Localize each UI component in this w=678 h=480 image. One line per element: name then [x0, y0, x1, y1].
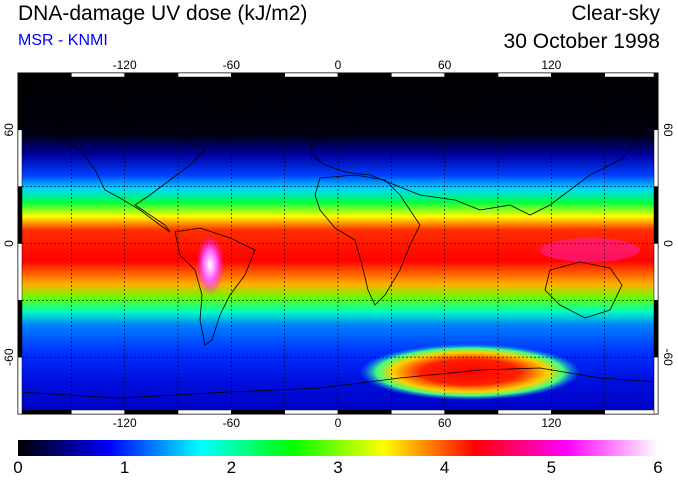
frame-tick-segment: [551, 72, 605, 78]
frame-tick-segment: [231, 409, 285, 415]
frame-tick-segment: [653, 300, 659, 358]
colorbar-tick-label: 2: [226, 458, 237, 477]
frame-tick-segment: [231, 72, 285, 78]
frame-tick-segment: [337, 409, 392, 415]
lat-tick-label-right: 60: [661, 123, 675, 137]
lat-tick-label-left: 0: [2, 240, 16, 247]
frame-tick-segment: [17, 186, 23, 244]
lon-tick-label-bottom: -120: [113, 416, 137, 430]
frame-tick-segment: [17, 409, 72, 415]
frame-tick-segment: [17, 300, 23, 358]
sky-condition-label: Clear-sky: [571, 2, 660, 25]
coastline-australia: [544, 261, 623, 319]
data-source-label: MSR - KNMI: [18, 32, 108, 49]
lon-tick-label-bottom: 120: [541, 416, 561, 430]
frame-tick-segment: [124, 409, 179, 415]
frame-tick-segment: [284, 409, 339, 415]
colorbar-tick-label: 3: [333, 458, 343, 477]
frame-tick-segment: [551, 409, 605, 415]
lon-tick-label-top: 60: [438, 58, 452, 72]
frame-tick-segment: [177, 409, 232, 415]
frame-tick-segment: [337, 72, 392, 78]
graticule: [18, 73, 658, 414]
uv-hotspot-antarctic: [360, 344, 580, 400]
lat-tick-label-left: 60: [2, 123, 16, 137]
coastline-south-america: [174, 227, 256, 346]
frame-tick-segment: [444, 72, 499, 78]
frame-ticks: [17, 72, 659, 415]
coastline-eurasia: [309, 109, 641, 216]
lon-tick-label-bottom: -60: [223, 416, 241, 430]
lat-tick-label-right: -60: [661, 348, 675, 366]
coastline-africa: [314, 174, 421, 306]
frame-tick-segment: [177, 72, 232, 78]
lon-tick-label-bottom: 60: [438, 416, 452, 430]
frame-tick-segment: [653, 129, 659, 187]
coastline-north-america: [38, 119, 206, 233]
frame-tick-segment: [604, 409, 659, 415]
coastline-greenland: [199, 104, 261, 141]
colorbar-tick-label: 6: [653, 458, 663, 477]
colorbar-tick-label: 0: [13, 458, 23, 477]
uv-hotspot-andes: [196, 235, 224, 295]
lon-tick-label-bottom: 0: [335, 416, 342, 430]
axis-labels: -120 -120 -60 -60 0 0 60 60 120 120 60 60 0 0 -60 -60: [2, 58, 675, 430]
frame-tick-segment: [444, 409, 499, 415]
colorbar-tick-label: 4: [439, 458, 450, 477]
frame-tick-segment: [17, 243, 23, 301]
lon-tick-label-top: -60: [223, 58, 241, 72]
uv-hotspot-indonesia: [540, 238, 640, 262]
colorbar-tick-label: 1: [119, 458, 130, 477]
lon-tick-label-top: 120: [541, 58, 561, 72]
lon-tick-label-top: -120: [113, 58, 137, 72]
frame-tick-segment: [391, 409, 445, 415]
frame-tick-segment: [17, 72, 72, 78]
frame-tick-segment: [17, 356, 23, 415]
frame-tick-segment: [653, 243, 659, 301]
lon-tick-label-top: 0: [335, 58, 342, 72]
map-frame: -120 -120 -60 -60 0 0 60 60 120 120 60 60 0 0 -60 -60: [2, 58, 675, 430]
frame-tick-segment: [653, 186, 659, 244]
frame-tick-segment: [71, 72, 125, 78]
lat-tick-label-right: 0: [661, 240, 675, 247]
frame-tick-segment: [391, 72, 445, 78]
frame-tick-segment: [653, 72, 659, 131]
frame-tick-segment: [124, 72, 179, 78]
frame-tick-segment: [284, 72, 339, 78]
frame-tick-segment: [497, 72, 552, 78]
frame-tick-segment: [71, 409, 125, 415]
date-label: 30 October 1998: [503, 30, 660, 53]
coastlines: [18, 104, 658, 399]
frame-tick-segment: [17, 72, 23, 131]
colorbar-tick-label: 5: [546, 458, 557, 477]
frame-tick-segment: [653, 356, 659, 415]
map-title: DNA-damage UV dose (kJ/m2): [18, 2, 308, 25]
frame-tick-segment: [497, 409, 552, 415]
lat-tick-label-left: -60: [2, 348, 16, 366]
colorbar-scale: [18, 440, 658, 456]
coastline-antarctica: [18, 367, 658, 399]
frame-tick-segment: [17, 129, 23, 187]
frame-tick-segment: [604, 72, 659, 78]
colorbar: [18, 440, 658, 456]
